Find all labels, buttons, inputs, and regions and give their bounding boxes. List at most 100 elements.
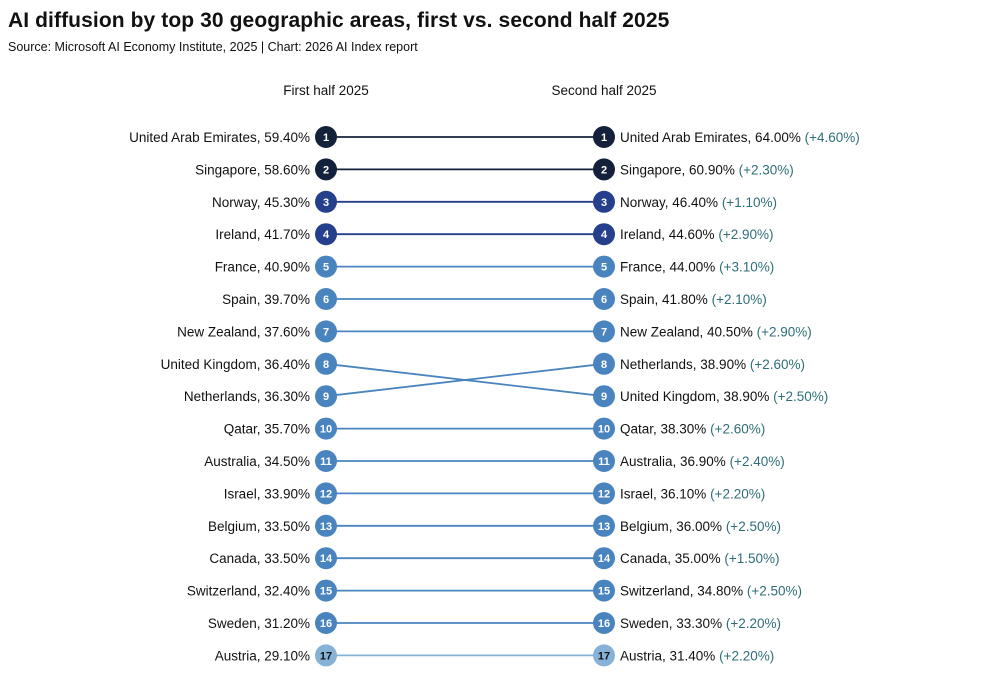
right-label-belgium: Belgium, 36.00% (+2.50%) [620, 519, 781, 534]
right-rank-circle-15 [593, 579, 615, 602]
right-rank-circle-7 [593, 320, 615, 343]
right-change-qatar: (+2.60%) [710, 422, 765, 437]
right-change-australia: (+2.40%) [730, 454, 785, 469]
right-rank-number-9: 9 [601, 391, 607, 403]
left-label-qatar: Qatar, 35.70% [224, 422, 310, 437]
right-rank-circle-6 [593, 288, 615, 310]
right-label-israel: Israel, 36.10% (+2.20%) [620, 486, 765, 501]
left-label-new-zealand: New Zealand, 37.60% [177, 324, 310, 339]
right-value-australia: Australia, 36.90% [620, 454, 730, 469]
right-rank-circle-17 [593, 644, 615, 667]
left-rank-number-2: 2 [323, 164, 329, 176]
right-label-spain: Spain, 41.80% (+2.10%) [620, 292, 767, 307]
left-rank-number-1: 1 [323, 132, 329, 144]
left-rank-number-4: 4 [323, 229, 330, 241]
left-rank-number-16: 16 [320, 618, 332, 630]
left-rank-circle-3 [315, 190, 337, 213]
left-rank-number-6: 6 [323, 294, 329, 306]
right-rank-circle-5 [593, 255, 615, 278]
left-label-united-arab-emirates: United Arab Emirates, 59.40% [129, 130, 310, 145]
right-label-netherlands: Netherlands, 38.90% (+2.60%) [620, 357, 805, 372]
left-rank-circle-4 [315, 223, 337, 246]
right-rank-number-11: 11 [598, 456, 610, 468]
left-rank-circle-12 [315, 482, 337, 505]
left-label-spain: Spain, 39.70% [222, 292, 310, 307]
left-rank-circle-5 [315, 255, 337, 278]
right-rank-circle-8 [593, 352, 615, 375]
right-rank-circle-16 [593, 612, 615, 634]
right-value-new-zealand: New Zealand, 40.50% [620, 324, 757, 339]
right-value-netherlands: Netherlands, 38.90% [620, 357, 750, 372]
right-rank-circle-1 [593, 126, 615, 148]
right-rank-number-6: 6 [601, 294, 607, 306]
right-rank-circle-11 [593, 450, 615, 472]
right-label-qatar: Qatar, 38.30% (+2.60%) [620, 422, 765, 437]
right-rank-circle-13 [593, 514, 615, 537]
left-rank-number-15: 15 [320, 586, 332, 598]
left-label-israel: Israel, 33.90% [224, 486, 310, 501]
right-change-norway: (+1.10%) [722, 195, 777, 210]
right-rank-circle-9 [593, 385, 615, 408]
slope-line-netherlands [325, 362, 605, 398]
left-rank-number-17: 17 [320, 650, 332, 662]
right-label-norway: Norway, 46.40% (+1.10%) [620, 195, 777, 210]
right-value-canada: Canada, 35.00% [620, 551, 724, 566]
left-rank-circle-17 [315, 644, 337, 667]
right-change-ireland: (+2.90%) [718, 227, 773, 242]
right-change-sweden: (+2.20%) [726, 616, 781, 631]
right-value-israel: Israel, 36.10% [620, 486, 710, 501]
right-rank-number-1: 1 [601, 132, 607, 144]
right-value-spain: Spain, 41.80% [620, 292, 712, 307]
right-label-united-arab-emirates: United Arab Emirates, 64.00% (+4.60%) [620, 130, 860, 145]
right-change-switzerland: (+2.50%) [747, 584, 802, 599]
right-rank-circle-4 [593, 223, 615, 246]
right-rank-number-7: 7 [601, 326, 607, 338]
left-rank-number-7: 7 [323, 326, 329, 338]
left-label-sweden: Sweden, 31.20% [208, 616, 310, 631]
right-label-united-kingdom: United Kingdom, 38.90% (+2.50%) [620, 389, 828, 404]
right-rank-number-4: 4 [601, 229, 608, 241]
right-change-france: (+3.10%) [719, 260, 774, 275]
right-value-united-kingdom: United Kingdom, 38.90% [620, 389, 773, 404]
rank-markers: 1234567891011121314151617123456789101112… [315, 126, 615, 667]
left-rank-circle-13 [315, 514, 337, 537]
right-rank-number-16: 16 [598, 618, 610, 630]
left-label-switzerland: Switzerland, 32.40% [187, 584, 310, 599]
left-rank-circle-8 [315, 352, 337, 375]
right-change-spain: (+2.10%) [712, 292, 767, 307]
right-change-belgium: (+2.50%) [726, 519, 781, 534]
left-rank-circle-10 [315, 417, 337, 440]
right-rank-number-17: 17 [598, 650, 610, 662]
right-value-qatar: Qatar, 38.30% [620, 422, 710, 437]
right-change-netherlands: (+2.60%) [750, 357, 805, 372]
left-rank-number-11: 11 [320, 456, 332, 468]
left-rank-number-9: 9 [323, 391, 329, 403]
right-change-united-kingdom: (+2.50%) [773, 389, 828, 404]
slope-lines [325, 136, 605, 657]
chart-title: AI diffusion by top 30 geographic areas,… [8, 9, 670, 32]
country-labels: United Arab Emirates, 59.40% Singapore, 5… [129, 130, 860, 663]
left-rank-circle-16 [315, 612, 337, 634]
right-rank-number-2: 2 [601, 164, 607, 176]
left-label-france: France, 40.90% [215, 260, 310, 275]
right-rank-circle-12 [593, 482, 615, 505]
left-rank-number-3: 3 [323, 197, 329, 209]
right-label-france: France, 44.00% (+3.10%) [620, 260, 774, 275]
right-label-canada: Canada, 35.00% (+1.50%) [620, 551, 780, 566]
right-column-header: Second half 2025 [551, 83, 656, 98]
right-rank-number-15: 15 [598, 586, 610, 598]
left-rank-number-8: 8 [323, 359, 329, 371]
right-label-sweden: Sweden, 33.30% (+2.20%) [620, 616, 781, 631]
right-change-austria: (+2.20%) [719, 648, 774, 663]
chart-subtitle: Source: Microsoft AI Economy Institute, … [8, 40, 418, 54]
right-label-switzerland: Switzerland, 34.80% (+2.50%) [620, 584, 802, 599]
left-label-austria: Austria, 29.10% [215, 648, 310, 663]
left-rank-circle-14 [315, 547, 337, 570]
right-change-new-zealand: (+2.90%) [757, 324, 812, 339]
right-change-canada: (+1.50%) [724, 551, 779, 566]
left-label-norway: Norway, 45.30% [212, 195, 310, 210]
right-value-france: France, 44.00% [620, 260, 719, 275]
right-rank-circle-2 [593, 158, 615, 181]
left-rank-number-5: 5 [323, 262, 329, 274]
right-rank-number-3: 3 [601, 197, 607, 209]
